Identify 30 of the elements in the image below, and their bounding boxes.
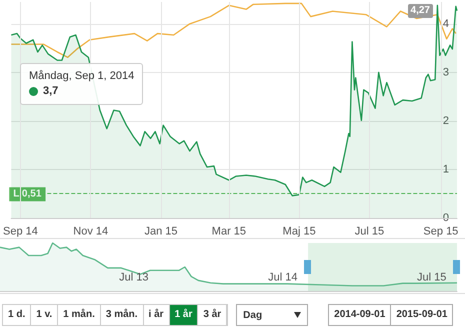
tooltip-box: Måndag, Sep 1, 2014 3,7 <box>20 63 144 105</box>
text: 2014-09-01 <box>329 305 392 325</box>
y-tick-label: 1 <box>442 163 449 176</box>
x-tick-label: Nov 14 <box>73 226 108 238</box>
y-tick-label: 3 <box>442 66 449 78</box>
category-label: 3 mån. <box>100 305 144 325</box>
text: Dag <box>243 310 262 320</box>
line-series <box>10 2 456 58</box>
category-label: 1 v. <box>31 305 58 325</box>
x-tick-label: Jul 14 <box>268 272 298 284</box>
x-tick-label: Sep 14 <box>2 226 38 238</box>
category-label: 1 år <box>170 305 198 325</box>
x-tick-label: Maj 15 <box>282 226 316 238</box>
annotation: 4,27 <box>408 4 433 18</box>
y-tick-label: 2 <box>442 114 449 127</box>
x-tick-label: Jul 13 <box>119 272 149 284</box>
x-tick-label: Jul 15 <box>417 272 446 284</box>
x-tick-label: Mar 15 <box>212 226 246 238</box>
category-label: 3 år <box>198 305 228 325</box>
x-tick-label: Jul 15 <box>354 226 384 238</box>
x-tick-label: Jan 15 <box>144 226 178 238</box>
annotation: 3,7 <box>43 84 58 99</box>
y-tick-label: 4 <box>442 18 449 30</box>
text: 2015-09-01 <box>395 308 448 322</box>
ref-line-label: L 0,51 <box>13 188 42 200</box>
category-label: i år <box>144 305 170 325</box>
category-label: 1 mån. <box>58 305 101 325</box>
category-label: 1 d. <box>3 305 32 325</box>
annotation: Måndag, Sep 1, 2014 <box>29 69 134 84</box>
x-tick-label: Sep 15 <box>423 226 458 238</box>
